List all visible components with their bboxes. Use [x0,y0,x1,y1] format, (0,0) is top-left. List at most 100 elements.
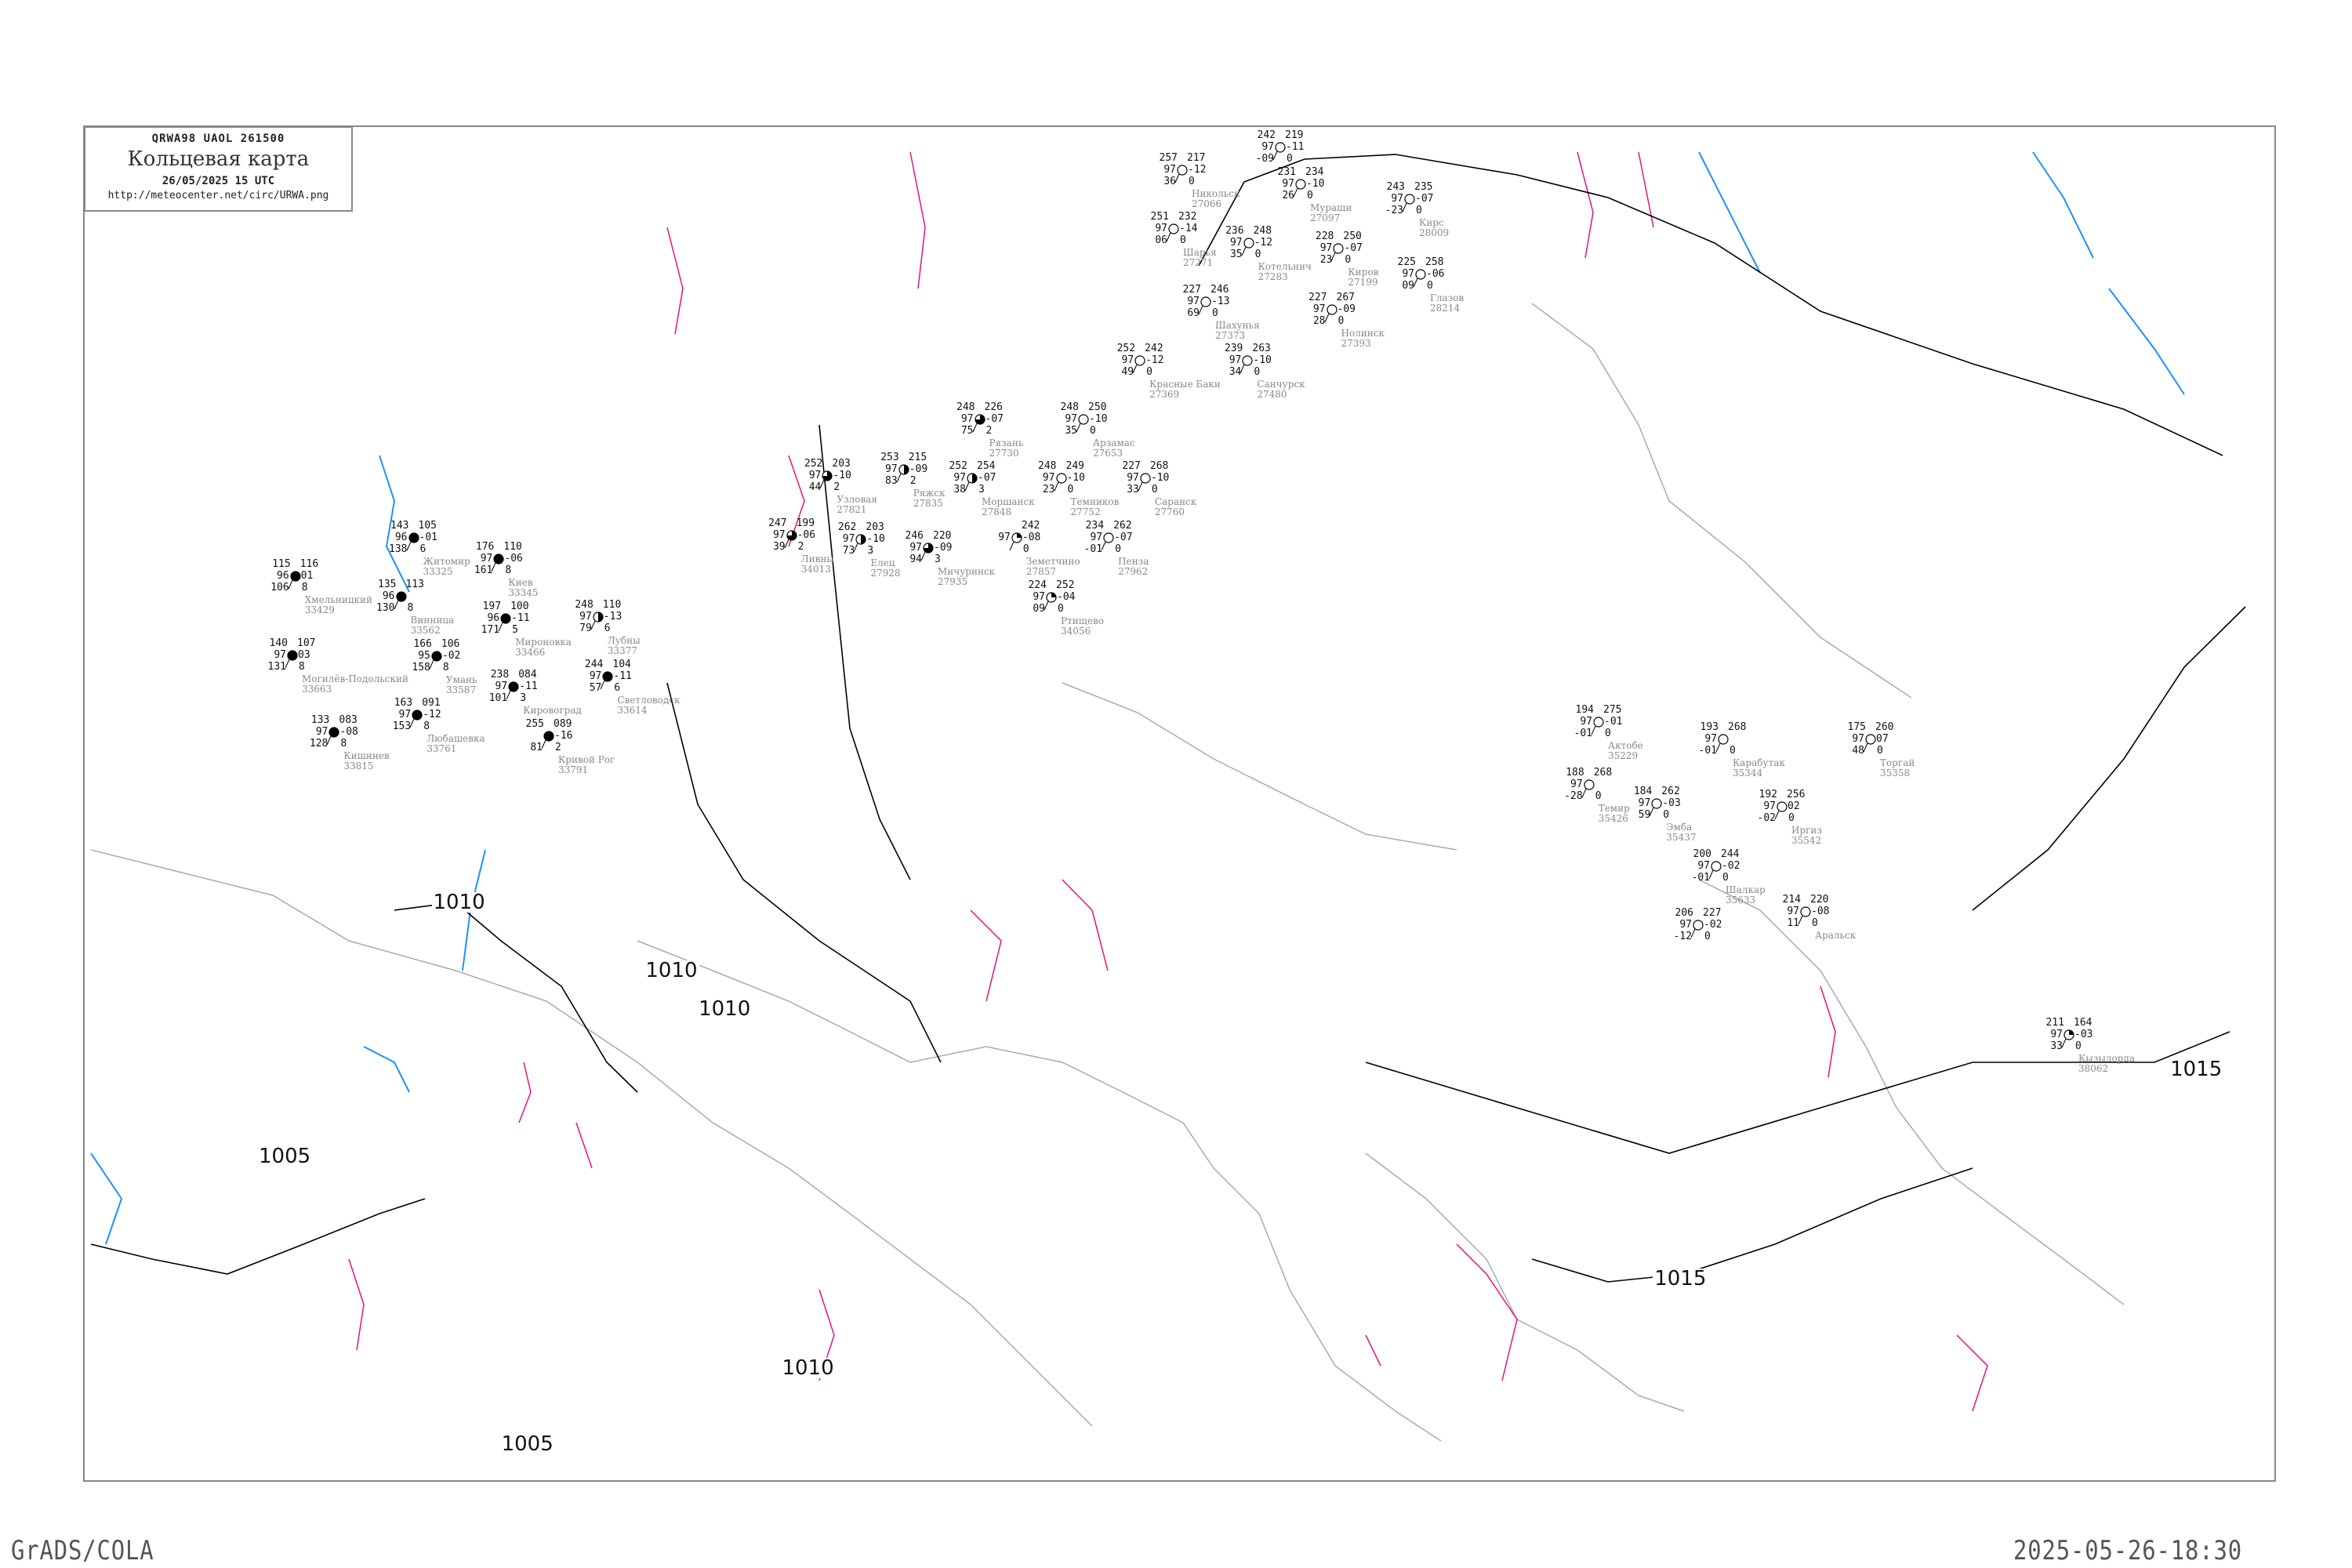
station-value-mr: -10 [1253,354,1272,367]
station-value-ml: 97 [1065,413,1077,426]
coastline [1698,879,2125,1305]
river [379,455,410,593]
station-value-br: 0 [1663,809,1670,821]
station-index: 35344 [1733,768,1763,779]
station-value-tr: 217 [1187,152,1206,165]
cloud-cover-icon [429,650,442,669]
isotherm-line [1638,151,1654,228]
station-value-ml: 97 [1282,178,1294,190]
station-index: 33815 [343,760,374,771]
station-name: Мураши [1310,202,1352,213]
station-value-tl: 227 [1308,291,1327,303]
station-value-bl: 161 [474,564,493,576]
station-index: 27066 [1192,198,1222,210]
cloud-cover-icon [1324,304,1338,323]
station-value-tl: 175 [1847,721,1866,733]
station-value-tr: 091 [422,696,441,709]
cloud-cover-icon [1863,734,1876,753]
station-value-ml: 97 [274,648,286,661]
station-name: Моршанск [982,496,1035,508]
station-value-tr: 106 [441,637,460,650]
station-index: 27283 [1258,271,1288,282]
station-value-tl: 194 [1575,704,1594,716]
river [90,1152,123,1245]
station-index: 27393 [1341,337,1371,349]
station-value-mr: -06 [504,552,523,564]
cloud-cover-icon [964,473,978,492]
station-value-br: 2 [797,541,804,554]
cloud-cover-icon [288,571,301,590]
isotherm-line [575,1122,593,1169]
station-value-ml: 97 [909,542,922,554]
station-value-tr: 089 [554,717,572,730]
station-value-mr: -04 [1057,590,1076,603]
station-value-mr: -08 [1022,532,1041,544]
station-value-bl: 59 [1638,809,1651,821]
station-value-br: 6 [614,682,621,695]
cloud-cover-icon [1649,798,1662,817]
station-value-tl: 252 [804,458,823,470]
isotherm-line [666,227,684,335]
station-value-tr: 219 [1285,129,1304,141]
station-value-tr: 258 [1425,256,1444,268]
station-value-tl: 193 [1700,721,1719,733]
station-value-mr: -14 [1179,223,1198,235]
station-value-ml: 97 [1187,296,1200,307]
isobar [1531,1167,1973,1283]
station-name: Санчурск [1257,379,1305,390]
station-value-mr: -01 [419,531,437,543]
station-name: Елец [870,557,895,569]
station-index: 33791 [558,764,589,775]
station-value-mr: -11 [1286,141,1305,153]
station-value-br: 0 [1180,234,1186,247]
station-value-br: 0 [1146,366,1152,378]
station-value-mr: -09 [909,463,928,475]
station-value-mr: -12 [1254,237,1273,249]
station-name: Любашевка [426,732,485,744]
station-value-bl: 75 [960,425,974,437]
isobar-label: 1010 [431,891,487,915]
isobar-label: 1005 [257,1144,313,1168]
station-value-mr: -07 [1415,193,1434,205]
station-value-br: 8 [423,720,430,732]
station-index: 27857 [1025,566,1057,578]
station-index: 27271 [1183,257,1214,269]
station-value-ml: 97 [772,529,786,542]
station-index: 34056 [1061,625,1091,637]
station-value-mr: -10 [1066,472,1085,485]
station-value-br: 0 [1090,425,1096,437]
station-value-bl: 79 [579,622,592,635]
station-value-ml: 97 [885,463,898,475]
station-value-bl: -01 [1698,745,1717,757]
station-value-tl: 143 [390,519,409,532]
coastline [1062,682,1457,851]
cloud-cover-icon [1272,142,1286,161]
station-index: 33377 [607,645,637,657]
cloud-cover-icon [1054,473,1067,492]
cloud-cover-icon [590,612,604,630]
station-index: 27935 [938,576,968,588]
isotherm-line [970,909,1002,1002]
cloud-cover-icon [1774,801,1788,820]
station-index: 28214 [1430,303,1461,314]
station-name: Рязань [989,437,1024,449]
station-value-tl: 163 [394,696,413,709]
station-value-tl: 238 [490,668,510,681]
station-value-tr: 248 [1253,225,1272,237]
station-name: Кирс [1419,217,1444,228]
station-value-mr: -08 [339,726,358,738]
station-index: 27373 [1215,330,1246,341]
station-value-tl: 228 [1315,230,1334,242]
station-index: 33587 [445,684,477,695]
station-name: Глазов [1430,292,1465,303]
station-value-bl: 158 [412,661,430,673]
station-index: 27730 [989,448,1019,459]
station-value-mr: 02 [1788,800,1800,812]
station-value-br: 2 [985,425,993,437]
station-value-tl: 140 [269,637,288,649]
station-value-br: 0 [1151,484,1158,496]
station-value-bl: 57 [589,682,602,695]
station-name: Актобе [1608,740,1643,751]
station-name: Лубны [607,635,641,647]
isobar-label: 1015 [2169,1058,2224,1082]
